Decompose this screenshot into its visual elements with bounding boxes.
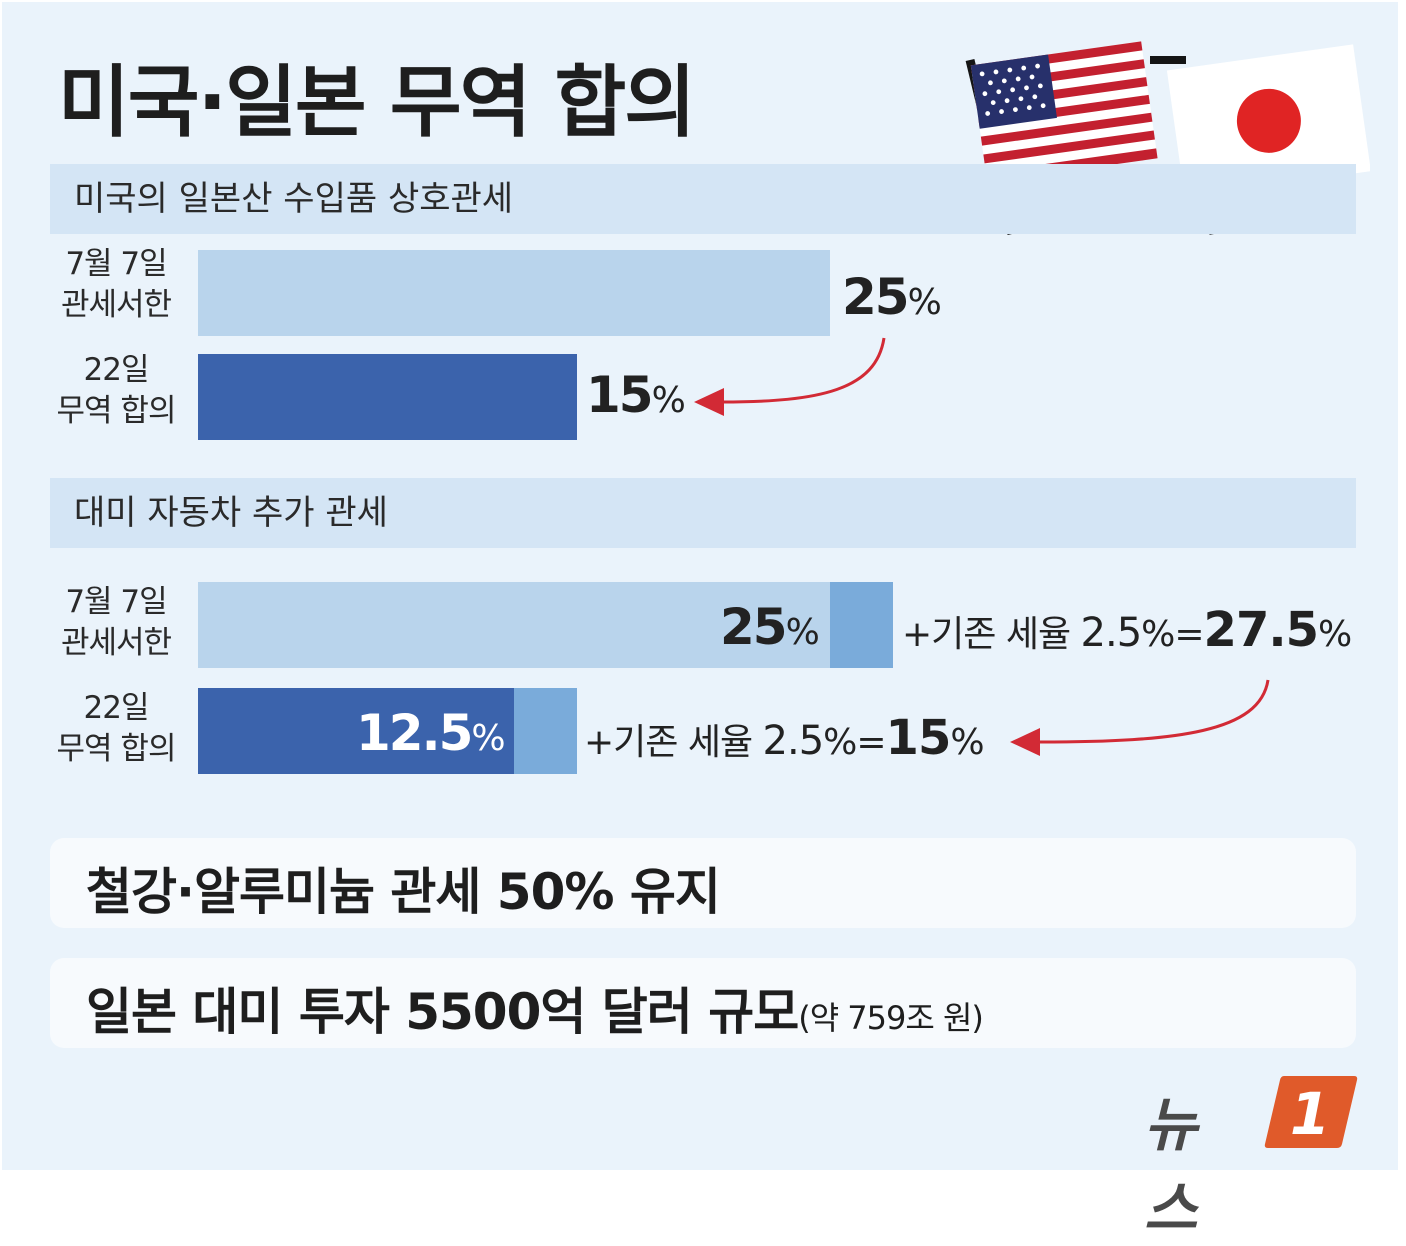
value-label-auto-july7: 25% [720, 598, 820, 656]
value-label-auto-agreement: 12.5% [356, 704, 506, 762]
row-label-line2: 무역 합의 [56, 731, 177, 767]
bar-auto-july7-added [198, 582, 830, 668]
row-label-agreement-auto: 22일 무역 합의 [40, 688, 192, 770]
note-auto-agreement-total: +기존 세율 2.5%=15% [584, 710, 985, 766]
bar-auto-agreement-base [514, 688, 577, 774]
logo-wordmark: 뉴스 [1144, 1091, 1197, 1243]
row-label-july7: 7월 7일 관세서한 [40, 244, 192, 326]
row-label-line1: 22일 [83, 690, 150, 726]
bar-auto-july7-base [830, 582, 893, 668]
row-label-line1: 22일 [83, 352, 150, 388]
page-title: 미국·일본 무역 합의 [58, 58, 696, 148]
row-label-july7-auto: 7월 7일 관세서한 [40, 582, 192, 664]
row-label-line2: 무역 합의 [56, 393, 177, 429]
row-label-line2: 관세서한 [60, 287, 172, 323]
value-label-reciprocal-july7: 25% [842, 268, 942, 326]
info-box-text: 일본 대미 투자 5500억 달러 규모(약 759조 원) [86, 983, 984, 1041]
info-box-investment: 일본 대미 투자 5500억 달러 규모(약 759조 원) [50, 958, 1356, 1048]
svg-text:1: 1 [1290, 1080, 1330, 1148]
decrease-arrow-reciprocal [694, 337, 886, 416]
info-box-text: 철강·알루미늄 관세 50% 유지 [86, 863, 721, 921]
row-label-line1: 7월 7일 [65, 246, 167, 282]
bar-reciprocal-agreement [198, 354, 577, 440]
row-label-agreement: 22일 무역 합의 [40, 350, 192, 432]
info-box-steel-aluminum: 철강·알루미늄 관세 50% 유지 [50, 838, 1356, 928]
value-label-reciprocal-agreement: 15% [586, 366, 686, 424]
decrease-arrow-auto [1010, 679, 1270, 756]
row-label-line2: 관세서한 [60, 625, 172, 661]
section-header-auto-tariff: 대미 자동차 추가 관세 [50, 478, 1356, 548]
note-auto-july7-total: +기존 세율 2.5%=27.5% [902, 602, 1352, 658]
bar-auto-agreement-added [198, 688, 514, 774]
bar-reciprocal-july7 [198, 250, 830, 336]
logo-mark-icon: 1 [1264, 1076, 1358, 1148]
row-label-line1: 7월 7일 [65, 584, 167, 620]
section-header-reciprocal-tariff: 미국의 일본산 수입품 상호관세 [50, 164, 1356, 234]
